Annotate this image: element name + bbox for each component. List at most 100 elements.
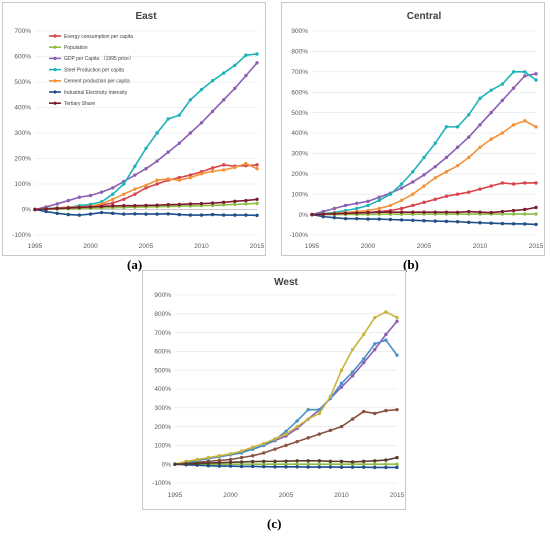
data-point [362, 462, 366, 466]
x-tick-label: 1995 [168, 492, 183, 499]
data-point [478, 221, 482, 225]
data-point [295, 424, 299, 429]
data-point [233, 86, 237, 91]
data-point [239, 449, 244, 453]
data-point [122, 197, 126, 201]
data-point [244, 198, 248, 203]
data-point [177, 175, 181, 180]
data-point [399, 218, 404, 222]
data-point [332, 206, 337, 211]
data-point [255, 213, 259, 218]
data-point [239, 464, 244, 469]
data-point [177, 212, 181, 217]
data-point [317, 462, 321, 466]
data-point [222, 163, 226, 167]
data-point [511, 208, 516, 213]
data-point [500, 131, 505, 135]
data-point [355, 216, 359, 221]
data-point [255, 52, 259, 56]
data-point [155, 178, 159, 182]
y-tick-label: 300% [154, 405, 171, 412]
y-tick-label: 600% [291, 89, 308, 96]
data-point [133, 203, 137, 208]
data-point [384, 462, 388, 466]
data-point [332, 212, 337, 216]
data-point [66, 198, 70, 203]
x-tick-label: 1995 [305, 243, 320, 250]
series-line [311, 73, 537, 216]
data-point [399, 210, 404, 214]
data-point [222, 71, 226, 75]
data-point [306, 417, 310, 421]
data-point [77, 195, 82, 199]
data-point [284, 462, 288, 466]
data-point [210, 109, 215, 114]
y-tick-label: 600% [154, 349, 171, 356]
data-point [366, 210, 370, 215]
data-point [362, 332, 366, 337]
series-line [311, 119, 537, 216]
data-point [233, 63, 237, 68]
data-point [455, 125, 460, 129]
data-point [339, 381, 344, 386]
series-industrial-electricity-intensity [33, 207, 259, 218]
data-point [251, 464, 255, 469]
y-tick-label: 0% [22, 207, 32, 214]
data-point [222, 168, 226, 172]
data-point [166, 212, 170, 216]
y-tick-label: 800% [291, 49, 308, 56]
data-point [384, 310, 388, 314]
data-point [399, 198, 404, 203]
data-point [317, 411, 321, 416]
data-point [111, 186, 115, 190]
data-point [284, 432, 288, 436]
data-point [343, 203, 348, 208]
data-point [444, 125, 449, 129]
data-point [255, 197, 259, 201]
data-point [395, 315, 399, 320]
data-point [467, 209, 471, 214]
legend-label: Energy consumption per capita [64, 34, 133, 40]
data-point [133, 212, 137, 216]
data-point [66, 212, 70, 217]
data-point [328, 459, 333, 464]
data-point [350, 465, 355, 469]
data-point [399, 186, 404, 190]
data-point [534, 72, 538, 76]
data-point [77, 213, 82, 217]
data-point [99, 204, 104, 209]
data-point [210, 79, 215, 83]
data-point [534, 212, 538, 216]
data-point [133, 187, 137, 191]
legend-label: Tertiary Share [64, 101, 95, 107]
data-point [233, 213, 237, 217]
data-point [339, 385, 344, 389]
data-point [411, 203, 415, 208]
y-tick-label: 0% [299, 212, 309, 219]
data-point [233, 202, 237, 207]
data-point [317, 465, 321, 469]
data-point [173, 462, 177, 466]
data-point [455, 163, 460, 168]
data-point [422, 155, 426, 160]
y-tick-label: 100% [14, 181, 31, 188]
data-point [399, 182, 404, 186]
y-tick-label: 800% [154, 311, 171, 318]
data-point [184, 462, 188, 466]
data-point [422, 173, 426, 177]
data-point [433, 219, 437, 223]
data-point [395, 455, 399, 460]
data-point [384, 458, 388, 462]
data-point [455, 192, 460, 196]
data-point [321, 212, 325, 216]
data-point [384, 338, 388, 342]
data-point [188, 213, 193, 217]
caption-a: (a) [127, 257, 143, 272]
data-point [339, 368, 344, 372]
data-point [411, 210, 415, 214]
series-line [174, 320, 398, 465]
data-point [44, 209, 48, 214]
data-point [273, 465, 277, 469]
data-point [251, 445, 255, 449]
y-tick-label: -100% [152, 480, 171, 487]
